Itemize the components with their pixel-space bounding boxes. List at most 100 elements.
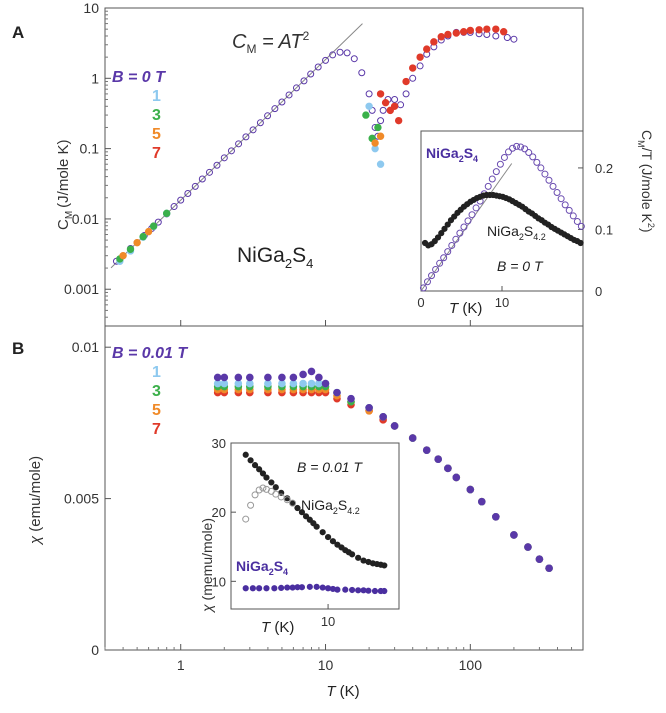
- ib-point-s0-11: [294, 504, 301, 512]
- a-point-s1-5: [365, 102, 373, 110]
- a-point-s0-12: [198, 175, 206, 183]
- ib-point-s0-3: [256, 466, 263, 473]
- ib-point-s2-17: [349, 586, 356, 594]
- inset-b-ni42-label: NiGa2S4.2: [301, 497, 360, 516]
- inset-a-ni-label: NiGa2S4: [426, 145, 478, 164]
- ia-point-s0-29: [537, 164, 545, 172]
- a-point-s0-45: [409, 74, 417, 82]
- b-point-s3-7: [299, 379, 307, 388]
- a-point-s4-15: [475, 26, 483, 34]
- ib-point-s0-24: [349, 551, 356, 558]
- ia-point-s0-31: [545, 176, 553, 184]
- ia-point-s0-19: [496, 160, 504, 168]
- a-point-s0-24: [285, 91, 293, 99]
- ia-point-s0-18: [492, 168, 500, 176]
- a-legend-1: 1: [152, 88, 161, 105]
- ia-point-s0-3: [432, 265, 440, 273]
- ia-point-s1-7: [444, 221, 451, 228]
- ib-ytick-label-0: 10: [212, 574, 226, 589]
- b-point-s4-19: [444, 464, 452, 473]
- ia-xtick-label-1: 10: [495, 295, 509, 310]
- a-point-s0-23: [278, 98, 286, 106]
- b-legend-4: 7: [152, 421, 161, 438]
- ib-point-s2-0: [242, 585, 249, 592]
- a-point-s4-5: [402, 77, 410, 86]
- ib-point-s0-16: [313, 523, 320, 530]
- ia-point-s0-35: [561, 201, 569, 209]
- a-point-s0-8: [170, 203, 178, 211]
- ib-point-s0-2: [251, 462, 259, 469]
- ib-point-s1-2: [251, 491, 259, 499]
- a-point-s2-2: [139, 232, 147, 241]
- ia-point-s0-4: [436, 259, 444, 267]
- ia-point-s0-16: [484, 182, 492, 190]
- ib-point-s2-2: [256, 585, 263, 592]
- ib-point-s0-1: [247, 457, 254, 464]
- a-point-s4-9: [430, 38, 438, 46]
- b-point-s4-1: [220, 373, 229, 382]
- a-point-s1-7: [376, 160, 385, 168]
- ib-point-s2-5: [278, 584, 285, 592]
- ib-point-s2-20: [365, 587, 372, 594]
- a-point-s4-14: [466, 26, 475, 35]
- panel-a-fit-label: CM = AT2: [232, 29, 310, 56]
- ib-point-s1-7: [272, 490, 280, 498]
- a-point-s0-17: [235, 140, 243, 148]
- panel-b-frame: [104, 325, 584, 651]
- a-ytick-label-0: 0.001: [64, 281, 99, 297]
- a-point-s0-19: [249, 126, 257, 134]
- b-legend-2: 3: [152, 383, 161, 400]
- ia-point-s0-5: [440, 254, 448, 262]
- inset-a-ni42-label: NiGa2S4.2: [487, 223, 546, 242]
- panel-a-x-tick-marks: [180, 320, 471, 326]
- a-point-s3-0: [119, 251, 127, 260]
- b-xtick-label-1: 10: [318, 657, 334, 673]
- panel-a-inset: 0 10 0 0.1 0.2 NiGa2S4 NiGa2S4.2 B = 0 T T (…: [417, 130, 656, 317]
- ia-point-s0-10: [460, 223, 468, 231]
- ib-point-s2-4: [271, 585, 278, 592]
- panel-b-legend: B = 0.01 T 1 3 5 7: [112, 345, 188, 438]
- ia-point-s0-13: [472, 204, 480, 212]
- panel-b: B 0 0.005 0.01 χ (emu/mole) T (K) B = 0.01…: [12, 325, 584, 700]
- a-point-s0-44: [402, 90, 410, 98]
- x-tick-labels: 1 10 100: [177, 657, 482, 673]
- ia-point-s0-23: [513, 142, 521, 150]
- ia-point-s0-21: [504, 148, 512, 156]
- a-point-s4-1: [381, 98, 390, 107]
- ib-xtick-label-0: 10: [321, 614, 335, 629]
- a-point-s4-18: [499, 28, 508, 36]
- inset-a-ylabel: CM/T (J/mole K2): [636, 130, 656, 233]
- ia-point-s0-34: [557, 195, 565, 203]
- ib-point-s1-1: [247, 501, 255, 509]
- a-point-s3-1: [133, 238, 141, 247]
- ib-point-s0-18: [324, 533, 332, 541]
- a-point-s0-11: [191, 182, 199, 190]
- ib-point-s0-4: [259, 470, 267, 477]
- a-point-s0-46: [416, 62, 424, 70]
- ia-point-s1-5: [438, 230, 445, 237]
- b-point-s3-8: [307, 379, 316, 388]
- b-point-s4-9: [315, 373, 323, 382]
- ib-point-s0-19: [329, 538, 337, 545]
- b-ytick-label-1: 0.005: [64, 491, 99, 507]
- ib-point-s1-8: [277, 493, 285, 501]
- ib-ytick-label-1: 20: [212, 505, 226, 520]
- ib-point-s2-13: [324, 585, 332, 592]
- ia-point-s1-48: [577, 239, 584, 247]
- inset-a-ticks: 0 10 0 0.1 0.2: [417, 161, 613, 310]
- a-point-s4-10: [437, 33, 445, 41]
- b-point-s4-20: [452, 473, 461, 482]
- panel-b-data-points: [213, 367, 553, 573]
- panel-a-label: A: [12, 23, 24, 42]
- a-point-s0-10: [184, 189, 192, 197]
- a-point-s0-42: [391, 95, 399, 103]
- panel-b-xlabel: T (K): [326, 683, 359, 700]
- b-xtick-label-2: 100: [459, 657, 483, 673]
- ia-ytick-label-1: 0.1: [595, 222, 613, 237]
- a-point-s4-3: [390, 102, 399, 110]
- ia-point-s0-30: [541, 170, 549, 178]
- inset-b-field-label: B = 0.01 T: [297, 459, 363, 475]
- a-point-s0-22: [271, 105, 279, 113]
- b-point-s4-8: [307, 367, 316, 376]
- a-point-s0-9: [177, 196, 185, 204]
